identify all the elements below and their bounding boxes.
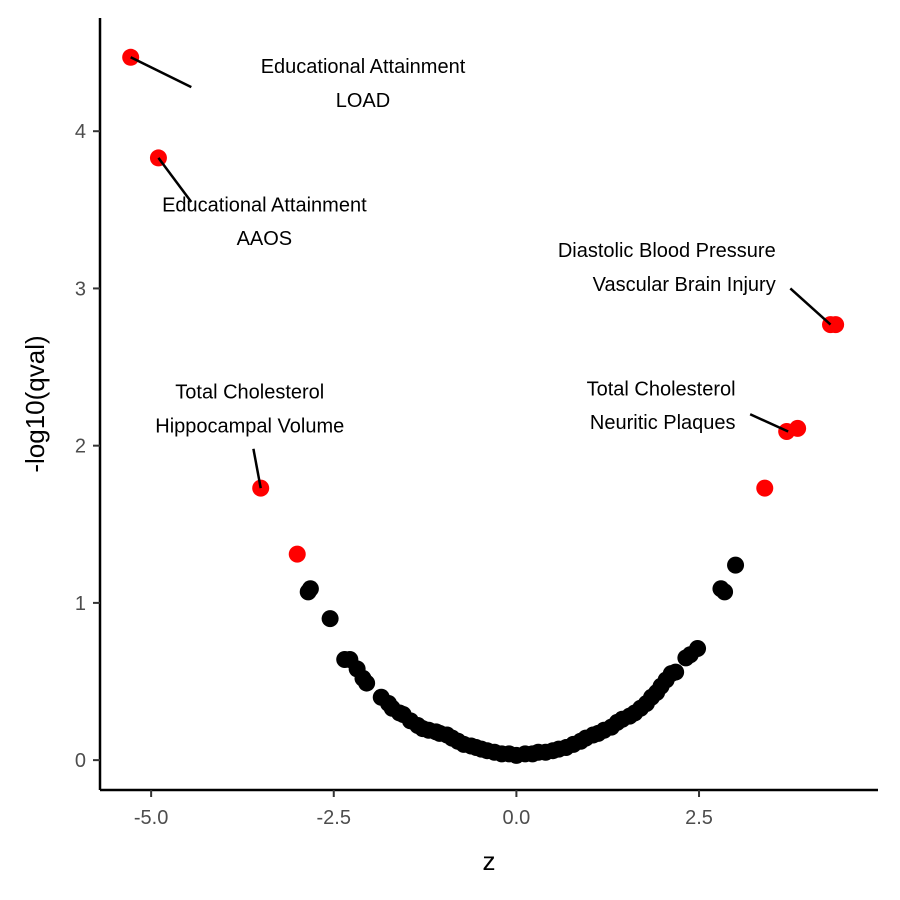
annotation-leaders xyxy=(130,56,832,489)
significant-point xyxy=(288,545,306,563)
data-point xyxy=(667,663,685,681)
x-axis-title: z xyxy=(483,846,496,876)
annotation-label: Total Cholesterol xyxy=(587,378,736,400)
x-tick-label: 2.5 xyxy=(685,807,713,829)
y-axis-title: -log10(qval) xyxy=(20,335,50,472)
y-tick-label: 3 xyxy=(75,278,86,300)
data-point xyxy=(716,583,734,601)
significant-point xyxy=(827,316,845,334)
annotation-leader-line xyxy=(157,157,193,203)
annotation-label: Educational Attainment xyxy=(162,194,367,216)
y-tick-label: 0 xyxy=(75,750,86,772)
annotation-label: Diastolic Blood Pressure xyxy=(558,240,776,262)
annotation-label: LOAD xyxy=(336,90,390,112)
annotation-label: AAOS xyxy=(237,228,293,250)
axes xyxy=(98,18,878,792)
data-point xyxy=(301,580,319,598)
data-point xyxy=(321,610,339,628)
annotation-leader-line xyxy=(252,448,262,489)
data-point xyxy=(689,639,707,657)
data-point xyxy=(358,674,376,692)
annotation-leader-line xyxy=(789,287,832,326)
annotation-label: Total Cholesterol xyxy=(175,381,324,403)
data-point xyxy=(727,556,745,574)
x-tick-label: -2.5 xyxy=(317,807,351,829)
y-tick-label: 1 xyxy=(75,593,86,615)
annotation-label: Vascular Brain Injury xyxy=(593,274,776,296)
y-tick-label: 4 xyxy=(75,121,86,143)
ticks: -5.0 -2.5 0.0 2.5 0 1 2 3 4 xyxy=(75,121,713,829)
y-tick-label: 2 xyxy=(75,436,86,458)
annotation-labels: Educational Attainment LOAD Educational At… xyxy=(155,56,775,437)
annotation-leader-line xyxy=(130,56,192,89)
annotation-label: Educational Attainment xyxy=(261,56,466,78)
annotation-label: Neuritic Plaques xyxy=(590,412,736,434)
significant-point xyxy=(756,479,774,497)
x-tick-label: 0.0 xyxy=(502,807,530,829)
annotation-label: Hippocampal Volume xyxy=(155,415,344,437)
x-tick-label: -5.0 xyxy=(134,807,168,829)
points-layer xyxy=(122,48,845,764)
annotation-leader-line xyxy=(749,413,789,433)
significant-point xyxy=(789,419,807,437)
